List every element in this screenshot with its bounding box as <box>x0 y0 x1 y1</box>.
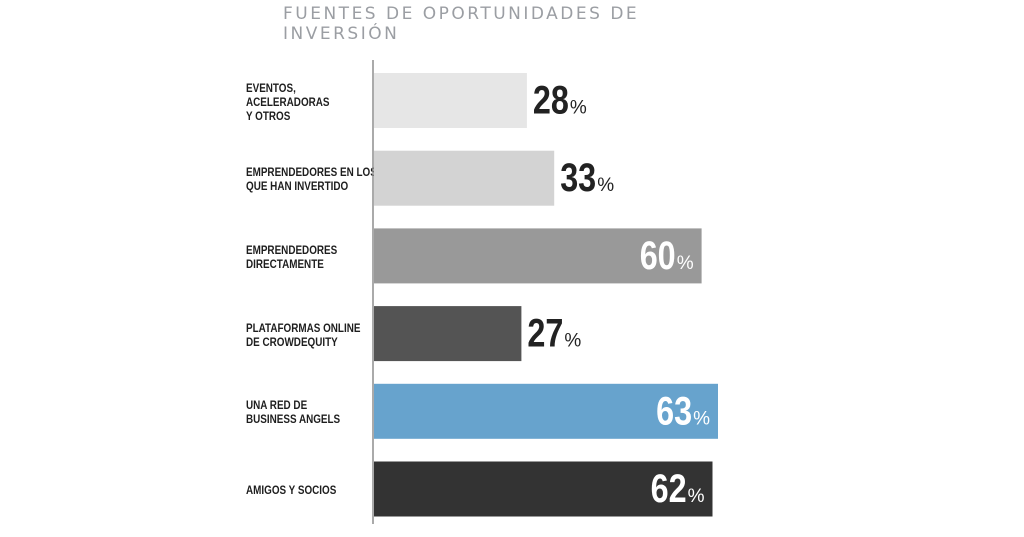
category-label: EVENTOS, ACELERADORAS Y OTROS <box>246 82 358 124</box>
category-label: PLATAFORMAS ONLINE DE CROWDEQUITY <box>246 322 361 350</box>
category-label-line: DIRECTAMENTE <box>246 258 324 271</box>
chart-title: FUENTES DE OPORTUNIDADES DE INVERSIÓN <box>283 4 640 44</box>
category-label-line: EMPRENDEDORES EN LOS <box>246 167 377 180</box>
bar <box>374 150 555 206</box>
category-label-line: BUSINESS ANGELS <box>246 414 341 427</box>
category-label-line: DE CROWDEQUITY <box>246 336 338 349</box>
category-label-line: UNA RED DE <box>246 400 308 413</box>
category-label-line: QUE HAN INVERTIDO <box>246 181 349 194</box>
value-label: 63% <box>656 389 710 433</box>
bar <box>374 383 718 439</box>
category-label-line: ACELERADORAS <box>246 96 330 109</box>
category-label-line: EMPRENDEDORES <box>246 244 338 257</box>
category-label-line: Y OTROS <box>246 110 291 123</box>
bar <box>374 306 522 362</box>
value-label: 27% <box>527 312 581 356</box>
value-label: 33% <box>560 156 614 200</box>
value-label: 28% <box>533 79 587 123</box>
bar <box>374 228 702 284</box>
category-label-line: EVENTOS, <box>246 82 296 95</box>
category-label: AMIGOS Y SOCIOS <box>246 484 358 498</box>
value-label: 60% <box>640 234 694 278</box>
category-label-line: PLATAFORMAS ONLINE <box>246 322 361 335</box>
category-label-line: AMIGOS Y SOCIOS <box>246 485 337 497</box>
category-label: EMPRENDEDORES EN LOS QUE HAN INVERTIDO <box>246 166 377 194</box>
bar <box>374 461 713 517</box>
value-label: 62% <box>651 467 705 511</box>
category-label: EMPRENDEDORES DIRECTAMENTE <box>246 244 358 272</box>
category-label: UNA RED DE BUSINESS ANGELS <box>246 399 358 427</box>
bar <box>374 73 527 128</box>
